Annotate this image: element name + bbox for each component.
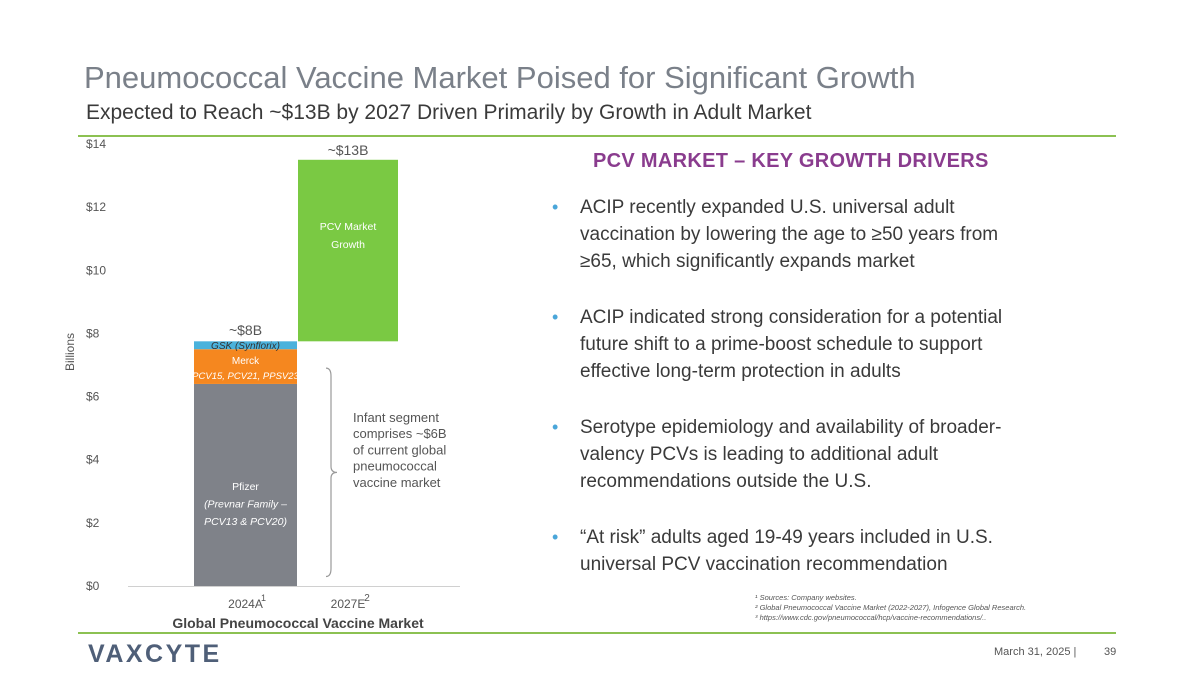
pfizer-segment-label: Pfizer — [232, 481, 259, 493]
gsk-segment-label: GSK (Synflorix) — [211, 341, 280, 352]
driver-bullet-text: “At risk” adults aged 19-49 years includ… — [580, 527, 993, 575]
category-footnote-marker: 2 — [364, 593, 370, 604]
total-label-2024: ~$8B — [229, 322, 262, 338]
annotation-text: vaccine market — [353, 475, 441, 490]
driver-bullet-text: ACIP recently expanded U.S. universal ad… — [580, 197, 999, 272]
company-logo: VAXCYTE — [88, 640, 222, 668]
y-tick-label: $8 — [86, 326, 100, 340]
y-tick-label: $4 — [86, 453, 100, 467]
annotation-text: of current global — [353, 442, 446, 457]
growth-segment-label: Growth — [331, 239, 365, 251]
bar-segment-merck — [194, 349, 297, 384]
y-tick-label: $0 — [86, 579, 100, 593]
driver-bullet-text: Serotype epidemiology and availability o… — [580, 417, 1002, 492]
y-tick-label: $6 — [86, 390, 100, 404]
bullet-dot-icon: • — [552, 307, 559, 327]
pfizer-segment-label: (Prevnar Family – — [204, 499, 287, 511]
bar-segment-gsk — [194, 341, 297, 350]
category-footnote-marker: 1 — [261, 593, 266, 603]
top-divider — [78, 135, 1116, 137]
footnote: ³ https://www.cdc.gov/pneumococcal/hcp/v… — [755, 613, 987, 622]
y-axis-label: Billions — [63, 333, 77, 371]
category-label: 2027E — [331, 597, 366, 611]
driver-bullet-text: ACIP indicated strong consideration for … — [580, 307, 1003, 382]
category-label: 2024A — [228, 597, 263, 611]
y-tick-label: $2 — [86, 516, 100, 530]
bar-segment-pfizer — [194, 383, 297, 586]
slide-subtitle: Expected to Reach ~$13B by 2027 Driven P… — [86, 101, 812, 124]
slide-date: March 31, 2025 | — [994, 646, 1077, 658]
drivers-heading: PCV MARKET – KEY GROWTH DRIVERS — [593, 150, 989, 172]
growth-segment-label: PCV Market — [320, 221, 377, 233]
annotation-text: comprises ~$6B — [353, 426, 447, 441]
y-tick-label: $12 — [86, 200, 106, 214]
merck-segment-label: Merck — [232, 356, 260, 367]
y-tick-label: $14 — [86, 137, 106, 151]
bullet-dot-icon: • — [552, 197, 559, 217]
bar-growth-2027 — [298, 159, 398, 342]
bracket-annotation — [325, 367, 338, 578]
annotation-text: pneumococcal — [353, 459, 437, 474]
page-number: 39 — [1104, 646, 1117, 658]
pfizer-segment-label: PCV13 & PCV20) — [204, 516, 287, 528]
footnote: ² Global Pneumococcal Vaccine Market (20… — [755, 603, 1027, 612]
slide-title: Pneumococcal Vaccine Market Poised for S… — [84, 60, 916, 95]
market-chart: $0 $2 $4 $6 $8 $10 $12 $14 Billions Pfizer (Prevna… — [63, 137, 460, 631]
chart-title: Global Pneumococcal Vaccine Market — [172, 615, 424, 631]
merck-segment-label: (PCV15, PCV21, PPSV23) — [189, 371, 302, 382]
bottom-divider — [78, 632, 1116, 634]
total-label-2027: ~$13B — [328, 142, 369, 158]
bullet-dot-icon: • — [552, 417, 559, 437]
y-tick-label: $10 — [86, 263, 106, 277]
footnote: ¹ Sources: Company websites. — [755, 593, 857, 602]
bullet-dot-icon: • — [552, 527, 559, 547]
annotation-text: Infant segment — [353, 410, 439, 425]
